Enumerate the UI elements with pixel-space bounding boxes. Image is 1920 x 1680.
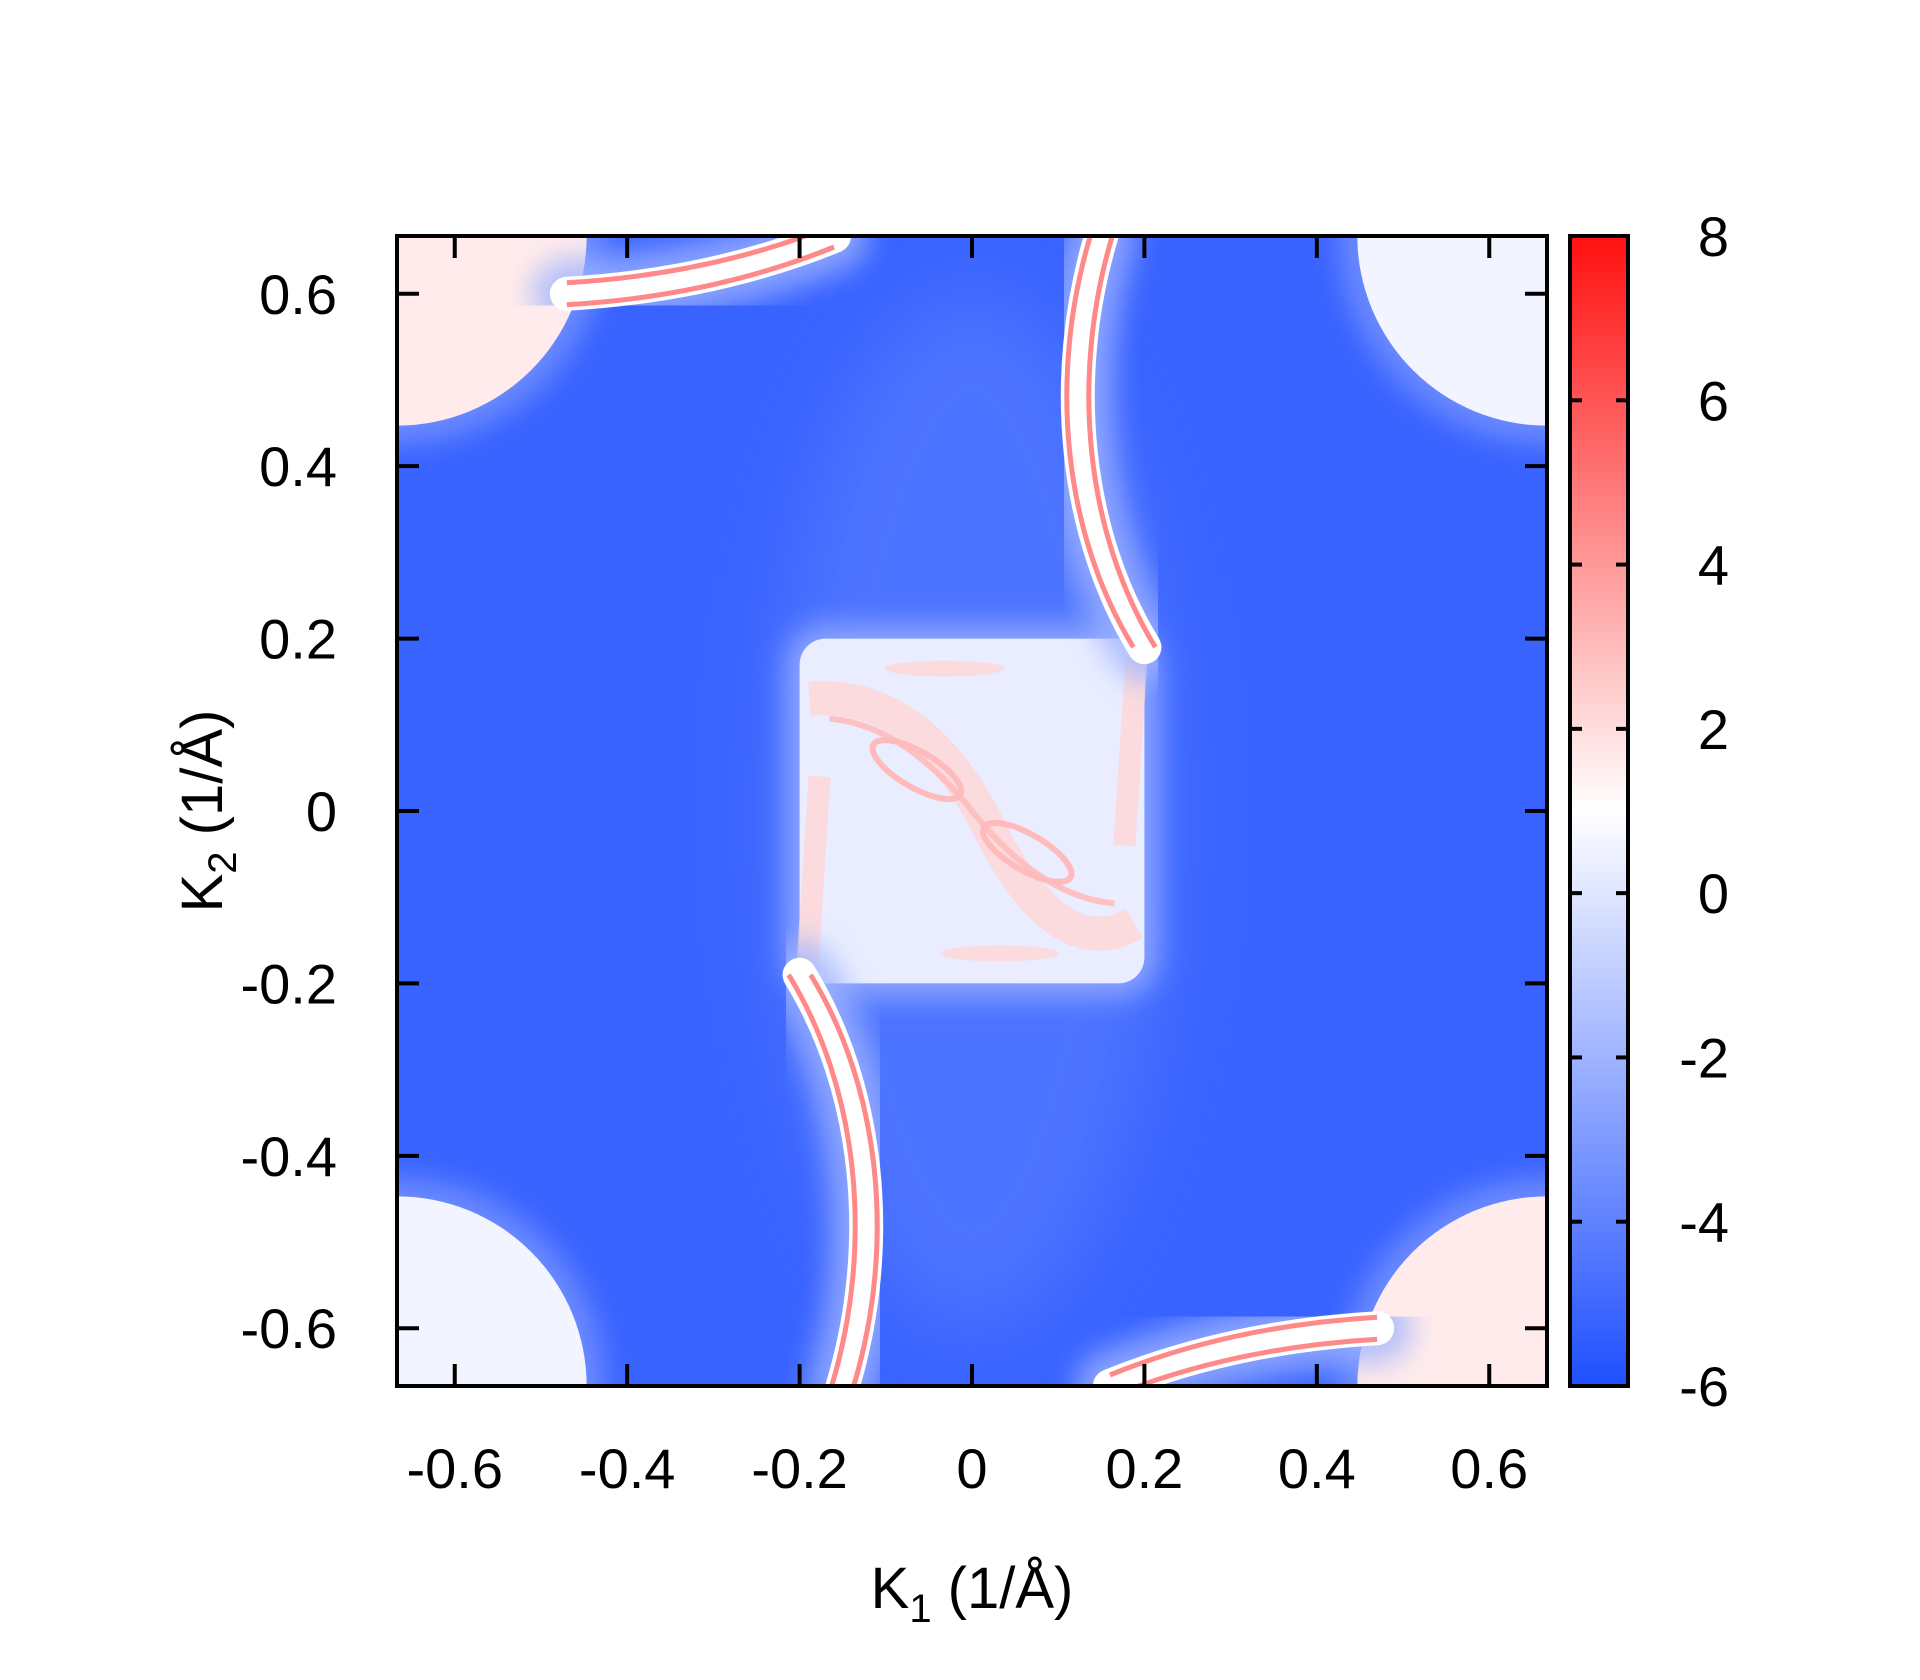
surface-arc-3-line-2: [566, 244, 836, 308]
surface-arc-2-line-1: [786, 973, 858, 1386]
x-tick-label-3: -0.2: [751, 1437, 848, 1500]
surface-arc-white-2: [782, 957, 884, 1386]
colorbar-ticks: -6 -4 -2 0 2 4 6 8: [1570, 205, 1729, 1418]
x-tick-label-4: 0: [956, 1437, 987, 1500]
square-loop-1: [869, 737, 965, 803]
colorbar-tick-label-3: -2: [1679, 1026, 1729, 1089]
surface-arc-4-line-1: [1108, 1314, 1378, 1378]
square-bottom-blob: [939, 945, 1060, 962]
corner-pocket-2: [1357, 236, 1547, 426]
x-tick-label-2: -0.4: [579, 1437, 676, 1500]
surface-arc-1-line-2: [1086, 236, 1158, 649]
colorbar-tick-label-7: 6: [1698, 369, 1729, 432]
y-tick-label-1: -0.6: [241, 1297, 338, 1360]
x-axis-ticks: -0.6 -0.4 -0.2 0 0.2 0.4 0.6: [407, 236, 1528, 1500]
square-edge-right: [1113, 657, 1148, 847]
x-tick-label-6: 0.4: [1278, 1437, 1356, 1500]
colorbar-tick-label-2: -4: [1679, 1191, 1729, 1254]
square-edge-left: [796, 775, 831, 965]
heatmap-area: [397, 236, 1547, 1386]
colorbar-gradient: [1570, 236, 1628, 1386]
x-tick-label-5: 0.2: [1105, 1437, 1183, 1500]
central-square: [785, 624, 1159, 998]
colorbar-tick-label-6: 4: [1698, 534, 1729, 597]
y-axis-label: K2 (1/Å): [170, 710, 245, 913]
colorbar-tick-label-8: 8: [1698, 205, 1729, 268]
y-tick-label-7: 0.6: [259, 263, 337, 326]
corner-pocket-3: [397, 1196, 587, 1386]
surface-arcs: [531, 236, 1413, 1386]
square-loop-2: [979, 819, 1075, 885]
y-tick-label-2: -0.4: [241, 1125, 338, 1188]
x-tick-label-1: -0.6: [407, 1437, 504, 1500]
surface-arc-white-4: [1092, 1311, 1395, 1386]
y-tick-label-6: 0.4: [259, 435, 337, 498]
colorbar-tick-label-1: -6: [1679, 1355, 1729, 1418]
colorbar-tick-label-4: 0: [1698, 862, 1729, 925]
x-tick-label-7: 0.6: [1450, 1437, 1528, 1500]
y-axis-ticks: -0.6 -0.4 -0.2 0 0.2 0.4 0.6: [241, 263, 1547, 1360]
square-stripe-2: [829, 715, 1115, 907]
y-tick-label-5: 0.2: [259, 608, 337, 671]
y-tick-label-3: -0.2: [241, 952, 338, 1015]
surface-arc-2-line-2: [808, 973, 880, 1386]
surface-arc-white-1: [1060, 236, 1162, 665]
surface-arc-1-line-1: [1064, 236, 1136, 649]
surface-arc-white-3: [549, 236, 852, 311]
x-axis-label: K1 (1/Å): [871, 1556, 1074, 1631]
colorbar-frame: [1568, 234, 1630, 1388]
square-top-blob: [884, 660, 1005, 677]
y-tick-label-4: 0: [306, 780, 337, 843]
colorbar-tick-label-5: 2: [1698, 698, 1729, 761]
